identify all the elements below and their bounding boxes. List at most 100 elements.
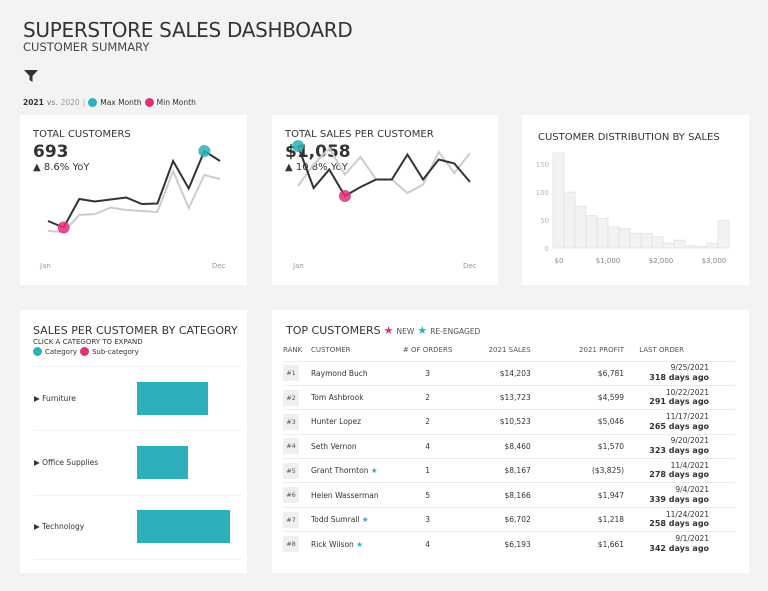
histogram-bar — [552, 152, 565, 249]
customer-cell: Seth Vernon — [310, 433, 400, 459]
rank-badge: #3 — [283, 413, 299, 430]
histogram-bar — [574, 205, 587, 249]
new-star-icon: ★ — [383, 324, 394, 337]
sales-cell: $6,702 — [456, 506, 531, 532]
table-row[interactable]: #4 Seth Vernon 4 $8,460 $1,570 9/20/2021… — [283, 433, 735, 459]
sales-cell: $8,460 — [456, 433, 531, 459]
profit-cell: $1,947 — [530, 482, 625, 508]
category-legend: Category Sub-category — [33, 347, 139, 356]
kpi-yoy: ▲ 8.6% YoY — [33, 162, 90, 173]
customer-name: Rick Wilson — [310, 539, 354, 549]
chart-title: CUSTOMER DISTRIBUTION BY SALES — [538, 132, 720, 143]
x-label-end: Dec — [212, 262, 226, 270]
sales-cell: $8,166 — [456, 482, 531, 508]
divider — [34, 366, 242, 367]
x-tick-label: $3,000 — [702, 257, 727, 265]
orders-cell: 5 — [399, 482, 457, 508]
category-row-technology[interactable]: ▶ Technology — [34, 522, 85, 531]
x-label-start: Jan — [40, 262, 51, 270]
x-tick-label: $2,000 — [649, 257, 674, 265]
table-row[interactable]: #2 Tom Ashbrook 2 $13,723 $4,599 10/22/2… — [283, 384, 735, 410]
last-order-date: 11/24/2021 — [665, 509, 710, 519]
x-tick-label: $1,000 — [596, 257, 621, 265]
orders-cell: 1 — [399, 458, 457, 483]
y-tick-label: 0 — [545, 245, 549, 253]
min-month-marker — [57, 221, 70, 234]
orders-cell: 3 — [399, 360, 457, 386]
y-tick-label: 150 — [536, 161, 549, 169]
table-row[interactable]: #1 Raymond Buch 3 $14,203 $6,781 9/25/20… — [283, 360, 735, 386]
legend-prev-year: 2020 — [60, 98, 80, 107]
table-row[interactable]: #3 Hunter Lopez 2 $10,523 $5,046 11/17/2… — [283, 409, 735, 435]
days-ago: 265 days ago — [649, 421, 710, 431]
funnel-icon[interactable] — [24, 68, 38, 87]
top-customers-header: TOP CUSTOMERS ★ NEW ★ RE-ENGAGED — [286, 324, 480, 337]
table-row[interactable]: #6 Helen Wasserman 5 $8,166 $1,947 9/4/2… — [283, 482, 735, 508]
histogram-bar — [563, 191, 576, 249]
top-customers-title: TOP CUSTOMERS — [286, 324, 381, 337]
current-year-line — [47, 149, 221, 229]
histogram-bar — [684, 245, 697, 249]
histogram-bar — [673, 239, 686, 249]
last-order-cell: 11/4/2021 278 days ago — [624, 458, 710, 483]
legend-min: Min Month — [156, 98, 196, 107]
max-month-marker — [292, 140, 304, 152]
customer-cell: Grant Thornton ★ — [310, 458, 400, 483]
kpi-card-total-customers: TOTAL CUSTOMERS 693 ▲ 8.6% YoY Jan Dec — [20, 115, 247, 285]
histogram-chart: 0 50 100 150 $0 $1,000 $2,000 $3,000 — [536, 152, 730, 265]
sparkline-chart — [47, 145, 221, 234]
orders-cell: 3 — [399, 506, 457, 532]
customer-name: Seth Vernon — [310, 441, 357, 451]
category-row-furniture[interactable]: ▶ Furniture — [34, 394, 76, 403]
col-profit: 2021 PROFIT — [579, 345, 625, 354]
top-customers-table: RANK CUSTOMER # OF ORDERS 2021 SALES 202… — [283, 339, 735, 557]
days-ago: 323 days ago — [649, 446, 710, 456]
last-order-cell: 9/1/2021 342 days ago — [624, 531, 710, 557]
legend-separator: | — [82, 98, 86, 107]
last-order-cell: 11/17/2021 265 days ago — [624, 409, 710, 435]
customer-cell: Raymond Buch — [310, 360, 400, 386]
sales-cell: $8,167 — [456, 458, 531, 483]
days-ago: 318 days ago — [649, 372, 710, 382]
customer-cell: Todd Sumrall ★ — [310, 506, 400, 532]
min-month-marker — [338, 190, 351, 202]
sales-cell: $10,523 — [456, 409, 531, 435]
rank-badge: #6 — [283, 487, 299, 504]
category-bar[interactable] — [137, 446, 189, 479]
col-orders: # OF ORDERS — [402, 345, 453, 354]
customer-name: Raymond Buch — [310, 368, 368, 378]
legend-max: Max Month — [100, 98, 142, 107]
subcategory-dot-icon — [79, 347, 89, 356]
last-order-date: 10/22/2021 — [665, 387, 710, 397]
category-bar[interactable] — [137, 510, 230, 543]
legend-year: 2021 — [23, 98, 44, 107]
page-title: SUPERSTORE SALES DASHBOARD — [23, 18, 353, 42]
customer-cell: Tom Ashbrook — [310, 384, 400, 410]
x-label-end: Dec — [463, 262, 477, 270]
last-order-cell: 10/22/2021 291 days ago — [624, 384, 710, 410]
category-row-office-supplies[interactable]: ▶ Office Supplies — [34, 458, 99, 467]
days-ago: 339 days ago — [649, 494, 710, 504]
category-bar[interactable] — [137, 382, 208, 415]
table-row[interactable]: #5 Grant Thornton ★ 1 $8,167 ($3,825) 11… — [283, 458, 735, 483]
year-legend: 2021 vs. 2020 | Max Month Min Month — [23, 98, 196, 107]
page-subtitle: CUSTOMER SUMMARY — [23, 40, 150, 54]
days-ago: 342 days ago — [649, 543, 710, 553]
profit-cell: $6,781 — [530, 360, 625, 386]
category-label: Furniture — [42, 394, 76, 403]
category-title: SALES PER CUSTOMER BY CATEGORY — [33, 324, 238, 337]
customer-cell: Rick Wilson ★ — [310, 531, 400, 557]
table-header: RANK CUSTOMER # OF ORDERS 2021 SALES 202… — [283, 339, 735, 361]
y-tick-label: 50 — [540, 217, 549, 225]
col-customer: CUSTOMER — [310, 345, 351, 354]
rank-badge: #8 — [283, 536, 299, 553]
table-row[interactable]: #7 Todd Sumrall ★ 3 $6,702 $1,218 11/24/… — [283, 506, 735, 532]
legend-subcategory: Sub-category — [91, 347, 139, 356]
orders-cell: 2 — [399, 384, 457, 410]
min-month-dot-icon — [144, 98, 154, 107]
rank-badge: #4 — [283, 438, 299, 455]
customer-name: Tom Ashbrook — [310, 393, 364, 403]
table-row[interactable]: #8 Rick Wilson ★ 4 $6,193 $1,661 9/1/202… — [283, 531, 735, 557]
histogram-bar — [651, 236, 664, 249]
days-ago: 291 days ago — [649, 397, 710, 407]
